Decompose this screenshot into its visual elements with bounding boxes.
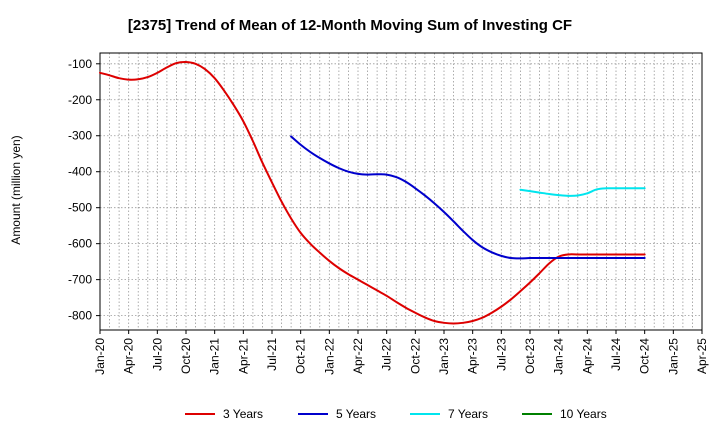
- x-tick-label: Apr-25: [695, 338, 709, 374]
- x-tick-label: Apr-21: [236, 338, 250, 374]
- legend: 3 Years 5 Years 7 Years 10 Years: [185, 407, 607, 421]
- y-tick-label: -100: [68, 57, 92, 71]
- legend-label-7-years: 7 Years: [448, 407, 488, 421]
- plot-frame: [99, 52, 703, 331]
- x-tick-label: Jul-20: [150, 338, 164, 371]
- y-tick-label: -800: [68, 309, 92, 323]
- legend-label-5-years: 5 Years: [336, 407, 376, 421]
- y-tick-label: -700: [68, 273, 92, 287]
- series-line-3-years: [99, 60, 646, 325]
- x-tick-label: Jan-23: [437, 338, 451, 375]
- legend-label-3-years: 3 Years: [223, 407, 263, 421]
- x-tick-label: Oct-22: [408, 338, 422, 374]
- series-line-7-years: [519, 187, 646, 197]
- x-tick-label: Oct-24: [638, 338, 652, 374]
- x-tick-label: Jul-23: [494, 338, 508, 371]
- x-tick-label: Apr-23: [466, 338, 480, 374]
- x-tick-label: Jul-21: [265, 338, 279, 371]
- y-tick-label: -500: [68, 201, 92, 215]
- x-tick-label: Oct-23: [523, 338, 537, 374]
- y-tick-label: -400: [68, 165, 92, 179]
- y-tick-label: -600: [68, 237, 92, 251]
- grid-lines: [99, 53, 703, 330]
- x-tick-label: Apr-20: [122, 338, 136, 374]
- x-tick-label: Oct-20: [179, 338, 193, 374]
- x-tick-labels: Jan-20 Apr-20 Jul-20 Oct-20 Jan-21 Apr-21 Jul-…: [93, 330, 709, 375]
- x-tick-label: Jan-22: [322, 338, 336, 375]
- series-line-5-years: [290, 135, 646, 260]
- series-lines: [99, 60, 646, 325]
- x-tick-label: Oct-21: [294, 338, 308, 374]
- x-tick-label: Jul-22: [380, 338, 394, 371]
- x-tick-label: Apr-24: [580, 338, 594, 374]
- x-tick-label: Jan-24: [552, 338, 566, 375]
- chart-title: [2375] Trend of Mean of 12-Month Moving …: [128, 17, 572, 34]
- y-tick-label: -300: [68, 129, 92, 143]
- axes: [99, 52, 703, 331]
- x-tick-label: Jan-21: [208, 338, 222, 375]
- x-tick-label: Jan-25: [666, 338, 680, 375]
- legend-label-10-years: 10 Years: [560, 407, 607, 421]
- x-tick-label: Jan-20: [93, 338, 107, 375]
- y-tick-labels: -100 -200 -300 -400 -500 -600 -700 -800: [68, 57, 100, 323]
- y-axis-label: Amount (million yen): [9, 135, 23, 244]
- x-tick-label: Apr-22: [351, 338, 365, 374]
- y-tick-label: -200: [68, 93, 92, 107]
- x-tick-label: Jul-24: [609, 338, 623, 371]
